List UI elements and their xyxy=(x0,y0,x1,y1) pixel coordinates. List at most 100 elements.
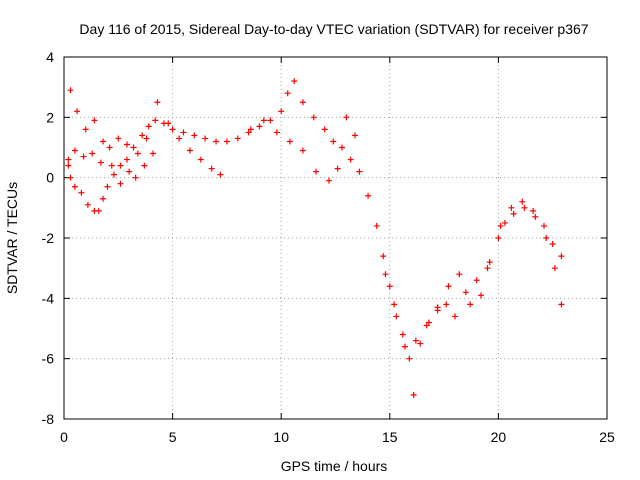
data-point-marker xyxy=(343,114,350,121)
data-point-marker xyxy=(325,177,332,184)
data-point-marker xyxy=(78,189,85,196)
data-point-marker xyxy=(115,135,122,142)
data-point-marker xyxy=(110,171,117,178)
data-point-marker xyxy=(549,241,556,248)
data-point-marker xyxy=(510,210,517,217)
x-tick-label: 10 xyxy=(273,429,289,445)
data-point-marker xyxy=(65,162,72,169)
data-point-marker xyxy=(80,153,87,160)
data-point-marker xyxy=(97,159,104,166)
data-point-marker xyxy=(410,391,417,398)
data-point-marker xyxy=(267,117,274,124)
data-point-marker xyxy=(152,117,159,124)
data-point-marker xyxy=(82,126,89,133)
data-point-marker xyxy=(486,259,493,266)
data-point-marker xyxy=(391,301,398,308)
chart-title: Day 116 of 2015, Sidereal Day-to-day VTE… xyxy=(79,21,588,37)
data-point-marker xyxy=(197,156,204,163)
series-group xyxy=(67,87,224,187)
data-point-marker xyxy=(286,138,293,145)
data-point-marker xyxy=(467,301,474,308)
data-point-marker xyxy=(65,156,72,163)
data-point-marker xyxy=(273,129,280,136)
data-point-marker xyxy=(213,138,220,145)
data-point-marker xyxy=(352,132,359,139)
data-point-marker xyxy=(365,192,372,199)
data-point-marker xyxy=(291,78,298,85)
data-point-marker xyxy=(256,123,263,130)
y-tick-label: -6 xyxy=(42,351,55,367)
axis-ticks: 0 5 10 15 20 25 -8 -6 -4 -2 0 2 4 xyxy=(42,49,615,445)
y-axis-label: SDTVAR / TECUs xyxy=(4,182,20,294)
data-point-marker xyxy=(402,343,409,350)
data-point-marker xyxy=(412,337,419,344)
data-point-marker xyxy=(134,150,141,157)
data-point-marker xyxy=(558,253,565,260)
data-point-marker xyxy=(100,138,107,145)
data-point-marker xyxy=(67,87,74,94)
data-point-marker xyxy=(434,304,441,311)
data-point-marker xyxy=(123,141,130,148)
data-point-marker xyxy=(339,144,346,151)
data-point-marker xyxy=(191,132,198,139)
series-group xyxy=(65,78,565,398)
data-point-marker xyxy=(541,222,548,229)
data-point-marker xyxy=(217,171,224,178)
x-tick-label: 25 xyxy=(599,429,615,445)
plot-frame xyxy=(63,56,608,420)
data-point-marker xyxy=(334,165,341,172)
x-tick-label: 5 xyxy=(169,429,177,445)
data-point-marker xyxy=(208,165,215,172)
data-point-marker xyxy=(139,132,146,139)
data-point-marker xyxy=(186,147,193,154)
data-point-marker xyxy=(532,213,539,220)
series-group xyxy=(65,114,359,184)
data-point-marker xyxy=(399,331,406,338)
data-point-marker xyxy=(521,204,528,211)
y-tick-label: 4 xyxy=(46,49,54,65)
data-point-marker xyxy=(143,135,150,142)
data-point-marker xyxy=(312,168,319,175)
data-point-marker xyxy=(347,156,354,163)
data-point-marker xyxy=(519,198,526,205)
y-tick-label: -8 xyxy=(42,411,55,427)
data-point-marker xyxy=(132,174,139,181)
data-point-marker xyxy=(478,292,485,299)
data-point-marker xyxy=(165,120,172,127)
series-group xyxy=(382,198,565,350)
data-point-marker xyxy=(445,283,452,290)
grid-lines xyxy=(64,57,607,419)
data-point-marker xyxy=(543,235,550,241)
data-point-marker xyxy=(74,108,81,115)
data-point-marker xyxy=(71,183,78,190)
data-points xyxy=(65,78,565,398)
data-point-marker xyxy=(417,340,424,347)
y-tick-label: 0 xyxy=(46,170,54,186)
data-point-marker xyxy=(234,135,241,142)
data-point-marker xyxy=(386,283,393,290)
data-point-marker xyxy=(382,271,389,278)
data-point-marker xyxy=(145,123,152,130)
data-point-marker xyxy=(123,156,130,163)
data-point-marker xyxy=(169,126,176,133)
data-point-marker xyxy=(117,180,124,187)
data-point-marker xyxy=(247,126,254,133)
data-point-marker xyxy=(67,174,74,181)
data-point-marker xyxy=(406,355,413,362)
y-tick-label: 2 xyxy=(46,109,54,125)
data-point-marker xyxy=(84,201,91,208)
x-tick-label: 15 xyxy=(382,429,398,445)
x-tick-label: 20 xyxy=(491,429,507,445)
data-point-marker xyxy=(501,219,508,226)
data-point-marker xyxy=(89,150,96,157)
data-point-marker xyxy=(150,150,157,157)
data-point-marker xyxy=(484,265,491,272)
data-point-marker xyxy=(310,114,317,121)
data-point-marker xyxy=(71,147,78,154)
data-point-marker xyxy=(299,99,306,106)
data-point-marker xyxy=(278,108,285,115)
data-point-marker xyxy=(260,117,267,124)
data-point-marker xyxy=(380,253,387,260)
data-point-marker xyxy=(425,319,432,326)
data-point-marker xyxy=(456,271,463,278)
